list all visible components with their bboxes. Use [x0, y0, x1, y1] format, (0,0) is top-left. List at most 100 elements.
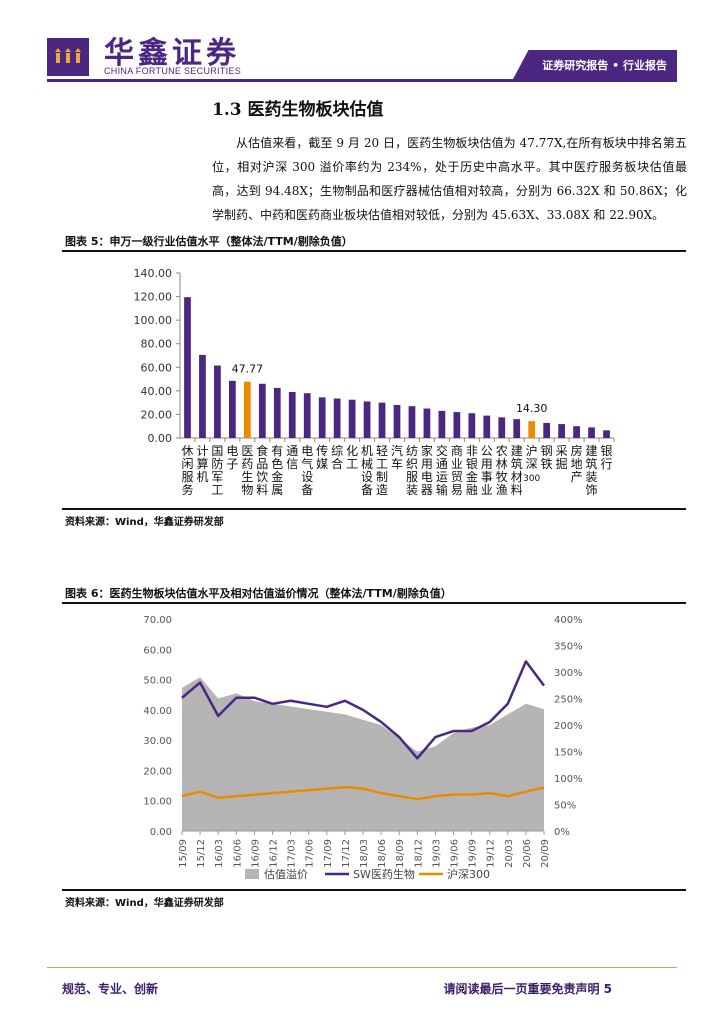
legend-swatch — [245, 869, 259, 879]
x-category-label: 金 — [271, 469, 283, 484]
figure6-top-rule — [62, 602, 686, 604]
x-category-label: 综 — [331, 444, 343, 458]
x-category-label: 休 — [181, 444, 193, 458]
x-category-label: 金 — [466, 469, 478, 484]
x-category-label: 物 — [241, 483, 253, 497]
x-category-label: 化 — [346, 444, 358, 458]
section-paragraph: 从估值来看，截至 9 月 20 日，医药生物板块估值为 47.77X,在所有板块… — [212, 136, 687, 222]
x-category-label: 色 — [271, 457, 283, 471]
x-category-label: 深 — [526, 457, 538, 471]
y-tick-label: 100.00 — [134, 314, 173, 327]
x-category-label: 制 — [376, 470, 388, 484]
x-category-label: 机 — [361, 444, 373, 458]
x-category-label: 媒 — [316, 457, 328, 471]
x-category-label: 电 — [226, 444, 238, 458]
x-category-label: 业 — [481, 483, 493, 497]
x-category-label: 农 — [496, 444, 508, 458]
csi300-line — [181, 785, 545, 801]
x-category-label: 贸 — [451, 470, 463, 484]
x-category-label: 工 — [346, 457, 358, 471]
bar — [558, 424, 565, 438]
right-y-tick-label: 50% — [554, 801, 576, 812]
x-category-label: 输 — [436, 482, 448, 497]
bar — [288, 392, 296, 438]
x-category-label: 医 — [241, 444, 253, 458]
left-y-tick-label: 50.00 — [143, 676, 172, 687]
x-tick-label: 19/09 — [468, 839, 479, 868]
header-divider — [47, 79, 677, 82]
pharma-valuation-line-chart: 0.00 10.00 20.00 30.00 40.00 50.00 60.00 70.00 0… — [143, 615, 583, 881]
right-y-tick-label: 0% — [554, 827, 570, 838]
x-category-label: 饰 — [586, 483, 598, 497]
x-category-label: 工 — [376, 457, 388, 471]
x-category-label: 品 — [256, 457, 268, 471]
x-tick-label: 16/03 — [214, 839, 225, 868]
legend-label: 估值溢价 — [264, 867, 308, 881]
bar — [214, 365, 221, 438]
x-category-label: 食 — [256, 443, 268, 458]
x-category-label: 通 — [286, 444, 298, 458]
x-category-label: 融 — [466, 483, 478, 497]
x-category-label: 服 — [181, 470, 193, 484]
x-category-label: 筑 — [511, 456, 523, 471]
bar — [199, 354, 206, 438]
data-label: 14.30 — [516, 402, 548, 415]
x-category-label: 传 — [316, 443, 328, 458]
right-y-tick-label: 300% — [554, 668, 583, 679]
x-tick-label: 16/09 — [250, 839, 261, 868]
x-tick-label: 19/06 — [450, 839, 461, 868]
x-tick-label: 17/03 — [287, 839, 298, 868]
x-category-label: 行 — [601, 457, 613, 471]
left-y-tick-label: 0.00 — [150, 827, 172, 838]
x-category-label: 纺 — [406, 444, 418, 458]
x-category-label: 银 — [466, 457, 478, 471]
right-y-tick-label: 350% — [554, 642, 583, 653]
bar — [229, 380, 236, 438]
figure5-title: 图表 5：申万一级行业估值水平（整体法/TTM/剔除负值） — [65, 235, 353, 248]
x-category-label: 银 — [601, 444, 613, 458]
x-tick-label: 20/09 — [540, 839, 551, 868]
left-y-tick-label: 10.00 — [143, 797, 172, 808]
x-category-label: 非 — [466, 444, 478, 458]
x-category-label: 通 — [436, 457, 448, 471]
figure5-source: 资料来源：Wind，华鑫证券研发部 — [65, 517, 224, 528]
figure6-bottom-rule — [62, 889, 686, 891]
x-category-label: 工 — [211, 483, 223, 497]
y-tick-label: 0.00 — [148, 432, 173, 445]
bar — [468, 413, 476, 438]
x-category-label: 器 — [421, 483, 433, 497]
y-tick-label: 60.00 — [141, 361, 173, 374]
footer-divider — [47, 967, 677, 968]
x-category-label: 气 — [301, 456, 313, 471]
x-category-label: 闲 — [181, 457, 193, 471]
x-category-label: 生 — [241, 470, 253, 484]
x-category-label: 掘 — [556, 456, 568, 471]
bar — [513, 419, 521, 438]
bar — [498, 417, 506, 438]
x-category-label: 装 — [586, 470, 598, 484]
x-category-label: 车 — [391, 456, 403, 471]
left-y-tick-label: 30.00 — [143, 736, 172, 747]
y-tick-label: 20.00 — [141, 408, 173, 421]
x-tick-label: 20/06 — [522, 839, 533, 868]
left-y-tick-label: 20.00 — [143, 766, 172, 777]
x-category-label: 地 — [571, 457, 583, 471]
y-tick-label: 40.00 — [141, 385, 173, 398]
x-tick-label: 16/12 — [269, 839, 280, 868]
x-tick-label: 18/09 — [395, 839, 406, 868]
bar — [588, 427, 595, 438]
y-tick-label: 120.00 — [134, 291, 173, 304]
legend-label: SW医药生物 — [353, 867, 415, 881]
x-category-label: 属 — [271, 483, 283, 497]
x-tick-label: 19/03 — [431, 839, 442, 868]
x-tick-label: 20/03 — [504, 839, 515, 868]
x-category-label: 装 — [406, 483, 418, 497]
company-name-cn: 华鑫证券 — [104, 36, 240, 71]
right-y-tick-label: 100% — [554, 774, 583, 785]
left-y-tick-label: 60.00 — [143, 645, 172, 656]
bar — [573, 426, 580, 438]
bar — [543, 422, 551, 438]
x-category-label: 设 — [301, 470, 313, 484]
x-category-label: 产 — [571, 470, 583, 484]
x-category-label: 用 — [421, 457, 433, 471]
